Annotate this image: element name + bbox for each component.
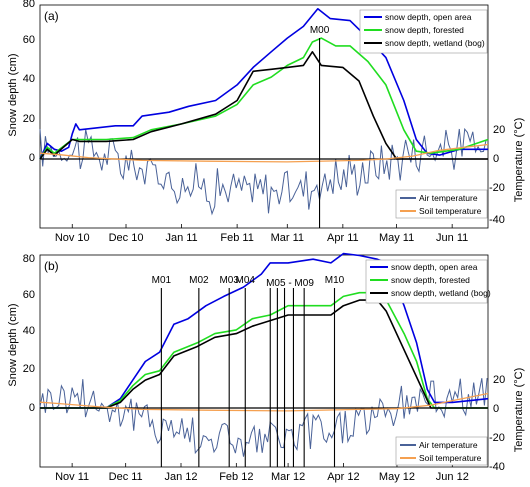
x-tick-label: Nov 11: [55, 471, 89, 483]
series-line: [40, 291, 488, 409]
panel-a-yticks: 0 20 40 60 80: [23, 0, 35, 164]
y-tick: 20: [23, 113, 35, 125]
panel-a-legend-top: snow depth, open area snow depth, forest…: [359, 9, 488, 54]
series-line: [39, 392, 489, 412]
legend-open-area: snow depth, open area: [385, 12, 472, 22]
series-line: [39, 8, 488, 160]
y2-tick: 0: [493, 403, 499, 415]
panel-a-ylabel: Snow depth (cm): [7, 53, 19, 136]
legend-forested: snow depth, forested: [385, 25, 464, 35]
y2-tick: -40: [489, 214, 505, 226]
panel-b-label: (b): [44, 259, 59, 273]
panel-b-frame: [39, 254, 489, 468]
y2-tick: -20: [489, 182, 505, 194]
legend-wetland: snow depth, wetland (bog): [391, 288, 491, 298]
legend-soil-temp: Soil temperature: [419, 453, 482, 463]
panel-a-xticks: Nov 10 Dec 10 Jan 11 Feb 11 Mar 11 Apr 11 May …: [55, 224, 468, 244]
y2-tick: 20: [493, 124, 505, 136]
panel-b-legend-bottom: Air temperature Soil temperature: [395, 436, 488, 466]
x-tick-label: Mar 12: [271, 471, 305, 483]
air-temperature-line: [39, 127, 487, 216]
x-tick-label: Jun 12: [436, 471, 469, 483]
legend-open-area: snow depth, open area: [391, 262, 478, 272]
panel-a: M00 (a) 0 20 40 60 80 20 0 -20 -40 Snow …: [7, 0, 525, 244]
y-tick: 80: [23, 253, 35, 265]
y2-tick: 0: [493, 153, 499, 165]
marker-label: M01: [152, 275, 172, 286]
legend-air-temp: Air temperature: [419, 440, 478, 450]
legend-air-temp: Air temperature: [419, 193, 478, 203]
x-tick-label: Jan 12: [164, 471, 197, 483]
marker-label: M02: [189, 275, 209, 286]
marker-label: M03: [219, 275, 239, 286]
y-tick: 0: [29, 402, 35, 414]
y-tick: 60: [23, 34, 35, 46]
y2-tick: -20: [489, 432, 505, 444]
panel-b-y2label: Temperature (°C): [513, 368, 525, 452]
x-tick-label: Nov 10: [55, 232, 90, 244]
x-tick-label: Mar 11: [271, 232, 304, 244]
panel-a-label: (a): [44, 9, 59, 23]
y2-tick: -40: [489, 461, 505, 473]
x-tick-label: Jun 11: [436, 232, 468, 244]
x-tick-label: Dec 11: [109, 471, 143, 483]
panel-b-ylabel: Snow depth (cm): [7, 303, 19, 386]
x-tick-label: Feb 11: [220, 232, 253, 244]
panel-a-y2label: Temperature (°C): [513, 118, 525, 202]
legend-soil-temp: Soil temperature: [419, 206, 482, 216]
marker-label: M04: [236, 275, 256, 286]
series-line: [39, 50, 488, 160]
panel-b-legend-top: snow depth, open area snow depth, forest…: [365, 259, 491, 304]
y-tick: 0: [29, 152, 35, 164]
panel-b-y2ticks: 20 0 -20 -40: [489, 374, 505, 473]
series-line: [39, 143, 489, 163]
series-line: [39, 37, 489, 160]
panel-b-xticks: Nov 11 Dec 11 Jan 12 Feb 12 Mar 12 Apr 12 May …: [55, 463, 469, 483]
series-line: [40, 252, 489, 409]
x-tick-label: Apr 11: [327, 232, 359, 244]
panel-a-plot-area: M00: [39, 8, 489, 228]
panel-a-legend-bottom: Air temperature Soil temperature: [395, 189, 488, 219]
x-tick-label: Jan 11: [165, 232, 197, 244]
y-tick: 20: [23, 363, 35, 375]
panel-b-yticks: 0 20 40 60 80: [23, 253, 35, 414]
marker-label: M00: [310, 25, 330, 36]
legend-wetland: snow depth, wetland (bog): [385, 38, 485, 48]
marker-label: M10: [325, 275, 345, 286]
x-tick-label: May 11: [379, 232, 414, 244]
x-tick-label: Feb 12: [219, 471, 253, 483]
x-tick-label: Apr 12: [327, 471, 359, 483]
air-temperature-line: [39, 377, 488, 457]
y2-tick: 20: [493, 374, 505, 386]
y-tick: 40: [23, 73, 35, 85]
legend-forested: snow depth, forested: [391, 275, 470, 285]
y-tick: 80: [23, 0, 35, 10]
panel-a-y2ticks: 20 0 -20 -40: [489, 124, 505, 226]
marker-group-label: M05 - M09: [266, 278, 314, 289]
y-tick: 40: [23, 325, 35, 337]
y-tick: 60: [23, 289, 35, 301]
x-tick-label: Dec 10: [109, 232, 144, 244]
x-tick-label: May 12: [379, 471, 415, 483]
